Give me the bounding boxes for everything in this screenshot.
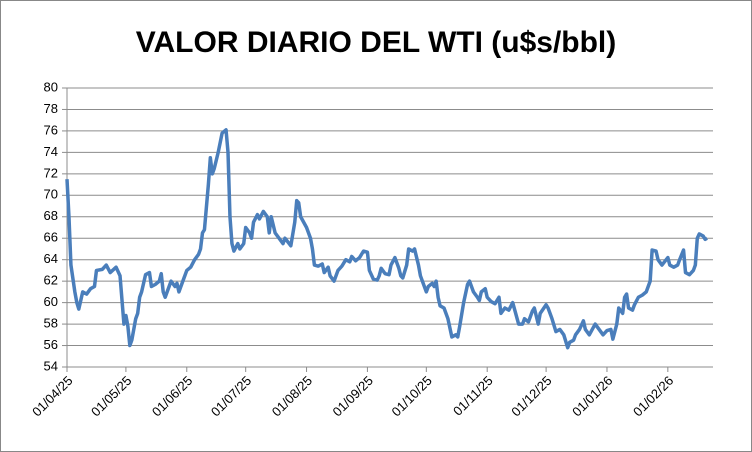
y-tick-label: 54 xyxy=(44,358,58,373)
y-tick-label: 78 xyxy=(44,101,58,116)
y-tick-label: 76 xyxy=(44,122,58,137)
y-tick-label: 80 xyxy=(44,79,58,94)
y-tick-label: 58 xyxy=(44,316,58,331)
y-tick-label: 60 xyxy=(44,294,58,309)
y-tick-label: 68 xyxy=(44,208,58,223)
y-tick-label: 74 xyxy=(44,144,58,159)
data-line xyxy=(65,128,708,350)
y-tick-label: 70 xyxy=(44,187,58,202)
y-tick-label: 56 xyxy=(44,337,58,352)
y-tick-label: 72 xyxy=(44,165,58,180)
y-tick-label: 62 xyxy=(44,273,58,288)
chart-title: VALOR DIARIO DEL WTI (u$s/bbl) xyxy=(136,26,617,59)
y-tick-label: 66 xyxy=(44,230,58,245)
y-tick-label: 64 xyxy=(44,251,58,266)
